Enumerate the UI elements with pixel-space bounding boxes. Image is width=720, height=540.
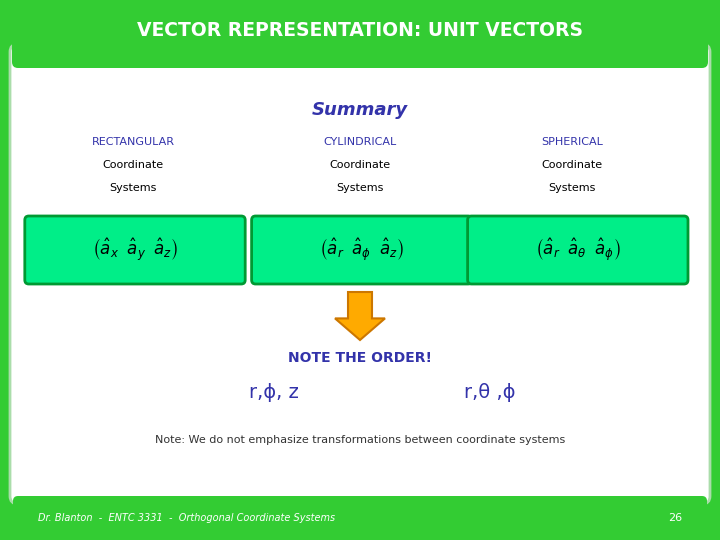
Text: CYLINDRICAL: CYLINDRICAL [323, 137, 397, 147]
FancyBboxPatch shape [24, 216, 246, 284]
Text: Systems: Systems [109, 183, 157, 193]
FancyBboxPatch shape [10, 44, 710, 504]
Text: $\left(\hat{a}_x \;\; \hat{a}_y \;\; \hat{a}_z\right)$: $\left(\hat{a}_x \;\; \hat{a}_y \;\; \ha… [92, 237, 178, 264]
Text: r,θ ,ϕ: r,θ ,ϕ [464, 382, 516, 402]
FancyBboxPatch shape [467, 216, 688, 284]
Text: Systems: Systems [549, 183, 596, 193]
Text: Coordinate: Coordinate [103, 160, 163, 170]
Text: Summary: Summary [312, 101, 408, 119]
FancyBboxPatch shape [251, 216, 472, 284]
Text: $\left(\hat{a}_r \;\; \hat{a}_\phi \;\; \hat{a}_z\right)$: $\left(\hat{a}_r \;\; \hat{a}_\phi \;\; … [320, 237, 404, 264]
Text: Dr. Blanton  -  ENTC 3331  -  Orthogonal Coordinate Systems: Dr. Blanton - ENTC 3331 - Orthogonal Coo… [38, 513, 335, 523]
Text: Coordinate: Coordinate [330, 160, 390, 170]
Text: NOTE THE ORDER!: NOTE THE ORDER! [288, 351, 432, 365]
Text: Note: We do not emphasize transformations between coordinate systems: Note: We do not emphasize transformation… [155, 435, 565, 445]
Text: VECTOR REPRESENTATION: UNIT VECTORS: VECTOR REPRESENTATION: UNIT VECTORS [137, 22, 583, 40]
Text: Systems: Systems [336, 183, 384, 193]
Text: 26: 26 [668, 513, 682, 523]
FancyBboxPatch shape [12, 0, 708, 68]
FancyBboxPatch shape [13, 496, 707, 540]
Text: Coordinate: Coordinate [542, 160, 603, 170]
Text: r,ϕ, z: r,ϕ, z [248, 382, 299, 402]
Text: $\left(\hat{a}_r \;\; \hat{a}_\theta \;\; \hat{a}_\phi\right)$: $\left(\hat{a}_r \;\; \hat{a}_\theta \;\… [535, 237, 621, 264]
Polygon shape [335, 292, 385, 340]
Text: SPHERICAL: SPHERICAL [541, 137, 603, 147]
Text: RECTANGULAR: RECTANGULAR [91, 137, 175, 147]
